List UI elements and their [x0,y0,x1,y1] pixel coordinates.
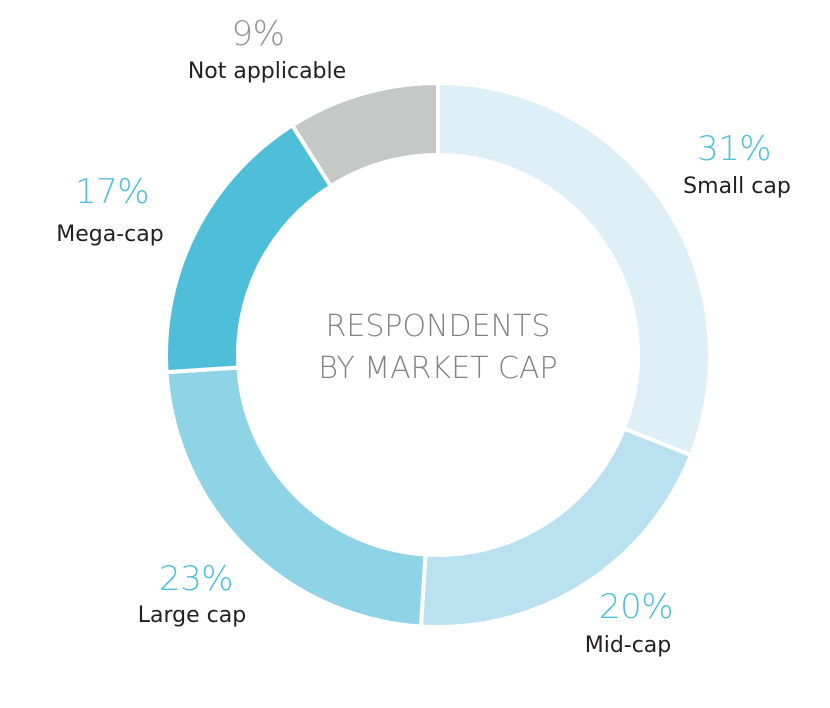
slice-value-label: 31% [697,129,771,169]
chart-title-line-1: RESPONDENTS [326,309,551,344]
slice-mega-cap [164,122,334,375]
chart-title-line-2: BY MARKET CAP [318,351,557,386]
slice-not-applicable [289,80,440,189]
slice-category-label: Mega-cap [56,222,163,247]
slice-category-label: Large cap [138,603,246,628]
slice-category-label: Small cap [683,174,791,199]
slice-category-label: Mid-cap [585,633,672,658]
donut-slices [164,80,712,629]
slice-labels: 31% Small cap 20% Mid-cap 23% Large cap 17% Meg… [56,14,791,658]
slice-value-label: 23% [159,559,233,599]
slice-value-label: 17% [75,172,149,212]
slice-small-cap [436,80,712,458]
slice-value-label: 9% [232,14,285,54]
slice-category-label: Not applicable [188,59,346,84]
slice-value-label: 20% [599,587,673,627]
